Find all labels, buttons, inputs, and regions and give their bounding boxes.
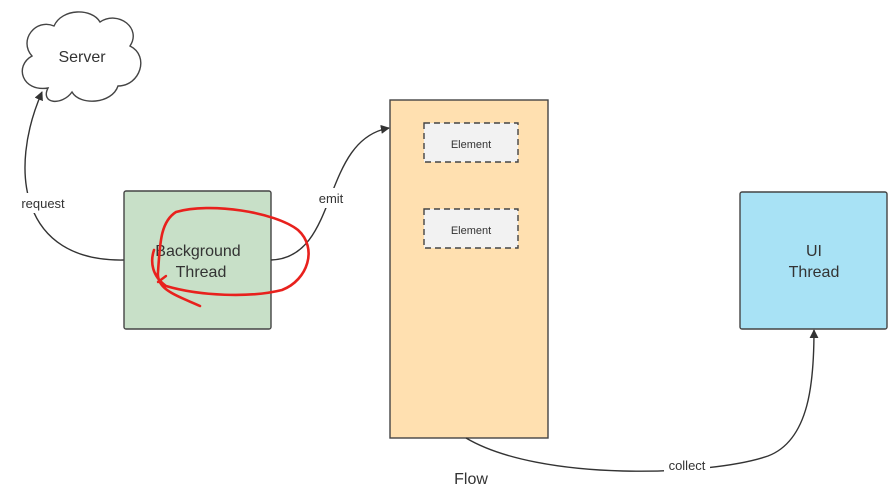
flow-label: Flow [454, 471, 488, 488]
ui-thread-box [740, 192, 887, 329]
ui-thread-node: UI Thread [740, 192, 887, 329]
element-box-2: Element [424, 209, 518, 248]
request-label: request [21, 196, 65, 211]
request-edge: request [14, 92, 124, 260]
background-thread-label-line2: Thread [176, 264, 227, 281]
server-node: Server [22, 12, 141, 101]
emit-edge: emit [271, 128, 389, 260]
background-thread-label-line1: Background [155, 243, 240, 260]
emit-label: emit [319, 191, 344, 206]
element-label-2: Element [451, 225, 491, 237]
server-label: Server [58, 49, 106, 66]
ui-thread-label-line2: Thread [789, 264, 840, 281]
ui-thread-label-line1: UI [806, 243, 822, 260]
element-label-1: Element [451, 139, 491, 151]
flow-node: Element Element Flow [390, 100, 548, 488]
element-box-1: Element [424, 123, 518, 162]
request-arrow [25, 92, 124, 260]
collect-label: collect [669, 458, 706, 473]
